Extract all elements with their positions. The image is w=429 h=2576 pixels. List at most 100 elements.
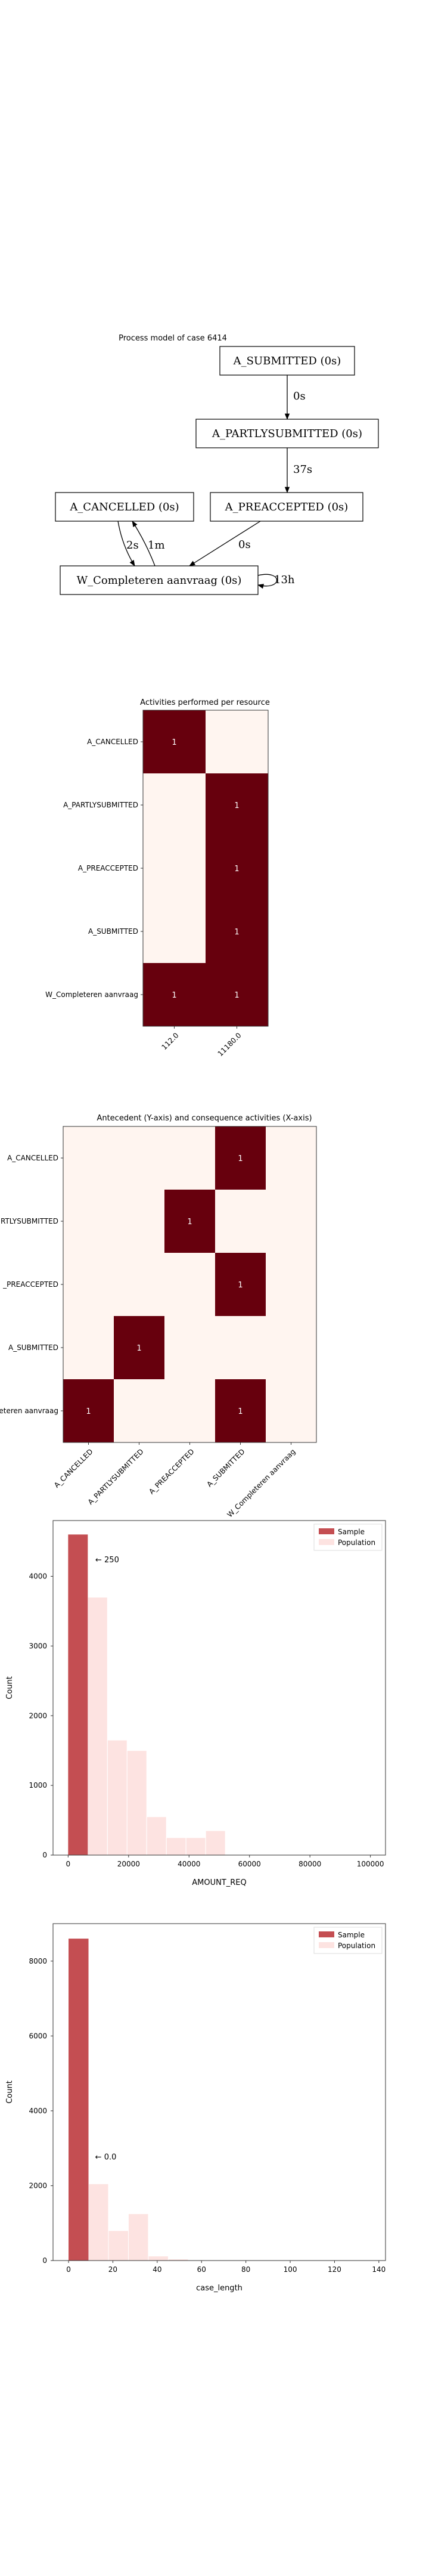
heatmap-cell-r3-c2 (164, 1316, 215, 1379)
node-box-sub (219, 346, 355, 376)
edge-label-wco-can: 1m (148, 539, 165, 552)
heatmap-activities-per-resource: Activities performed per resource 1 1 1 1 1 1 A… (45, 698, 270, 1058)
heatmap-cell-r1-c1 (114, 1190, 164, 1253)
heatmap-title: Activities performed per resource (140, 698, 270, 707)
edge-label-pre-wco: 0s (238, 538, 251, 551)
edge-label-sub-par: 0s (293, 390, 306, 402)
heatmap-cell-r4-c3 (215, 1379, 266, 1442)
bar-population-4 (148, 2255, 169, 2261)
x-tick-label: 0 (66, 2265, 71, 2274)
col-tick-label: A_CANCELLED (52, 1447, 95, 1490)
col-tick-label: A_PREACCEPTED (147, 1447, 195, 1496)
row-tick-label: eteren aanvraag (0, 1407, 58, 1415)
heatmap-cell-label-r1-c2: 1 (187, 1218, 192, 1227)
heatmap-cell-label-r4-c0: 1 (86, 1407, 91, 1416)
heatmap-cell-r0-c1 (206, 710, 268, 773)
edge-label-par-pre: 37s (293, 463, 312, 476)
heatmap-cell-r2-c1 (114, 1253, 164, 1316)
node-box-can (55, 492, 194, 522)
heatmap-cell-r4-c1 (206, 963, 268, 1026)
edge-wco-wco (257, 574, 278, 589)
heatmap-cell-r0-c3 (215, 1126, 266, 1190)
y-tick-label: 1000 (29, 1781, 47, 1789)
x-tick-label: 60 (197, 2265, 206, 2274)
plot-frame (52, 1520, 386, 1856)
heatmap-cell-r4-c0 (63, 1379, 114, 1442)
node-label-can: A_CANCELLED (0s) (69, 501, 179, 513)
legend-swatch-sample (319, 1931, 334, 1937)
heatmap-cell-r3-c0 (63, 1316, 114, 1379)
legend-label-sample: Sample (338, 1528, 365, 1536)
y-tick-label: 8000 (29, 1957, 47, 1965)
x-tick-label: 100000 (357, 1860, 384, 1868)
y-tick-label: 0 (42, 2256, 47, 2265)
node-label-wco: W_Completeren aanvraag (0s) (77, 574, 242, 587)
y-tick-label: 4000 (29, 2107, 47, 2115)
heatmap-cell-label-r2-c1: 1 (234, 865, 239, 874)
heatmap-cell-r1-c1 (206, 773, 268, 837)
x-tick-label: 120 (328, 2265, 341, 2274)
bar-population-1 (88, 2183, 109, 2261)
heatmap-cell-r2-c1 (206, 837, 268, 900)
row-tick-label: A_SUBMITTED (88, 927, 138, 936)
bar-population-7 (205, 1830, 226, 1856)
edge-can-wco (117, 521, 135, 566)
x-tick-label: 60000 (238, 1860, 261, 1868)
node-box-pre (210, 492, 363, 522)
x-tick-label: 80 (241, 2265, 250, 2274)
annotation: ← 0.0 (95, 2153, 117, 2162)
legend-swatch-sample (319, 1528, 334, 1534)
heatmap-cell-label-r2-c3: 1 (238, 1281, 243, 1290)
heatmap-cell-r3-c1 (114, 1316, 164, 1379)
heatmap-cell-label-r4-c3: 1 (238, 1407, 243, 1416)
bar-sample-0 (68, 1534, 88, 1855)
bar-population-2 (108, 2230, 129, 2261)
heatmap-cell-r1-c4 (266, 1190, 316, 1253)
heatmap-cell-r4-c1 (114, 1379, 164, 1442)
heatmap-cell-r0-c1 (114, 1126, 164, 1190)
node-box-par (195, 419, 379, 448)
row-tick-label: A_SUBMITTED (8, 1343, 58, 1352)
bar-population-1 (87, 1597, 108, 1856)
col-tick-label: 11180.0 (216, 1031, 243, 1058)
edge-pre-wco (189, 521, 261, 566)
y-tick-label: 0 (42, 1851, 47, 1859)
heatmap-cell-r1-c0 (143, 773, 206, 837)
heatmap-cell-r4-c0 (143, 963, 206, 1026)
node-box-wco (60, 565, 259, 595)
heatmap-cell-label-r4-c1: 1 (234, 991, 239, 1000)
heatmap-cell-r0-c4 (266, 1126, 316, 1190)
heatmap-cell-label-r0-c3: 1 (238, 1154, 243, 1163)
legend-swatch-population (319, 1942, 334, 1948)
x-tick-label: 40000 (178, 1860, 200, 1868)
edge-label-can-wco: 2s (126, 539, 139, 552)
heatmap-cell-r3-c0 (143, 900, 206, 963)
heatmap-cell-r1-c0 (63, 1190, 114, 1253)
heatmap-cell-label-r4-c0: 1 (172, 991, 176, 1000)
heatmap-antecedent-consequence: Antecedent (Y-axis) and consequence acti… (0, 1114, 317, 1519)
x-tick-label: 20 (108, 2265, 117, 2274)
x-tick-label: 80000 (299, 1860, 321, 1868)
x-axis-label: case_length (196, 2284, 243, 2293)
x-tick-label: 20000 (117, 1860, 140, 1868)
bar-population-6 (185, 1837, 206, 1856)
row-tick-label: A_PREACCEPTED (78, 864, 138, 872)
legend-swatch-population (319, 1539, 334, 1545)
node-label-sub: A_SUBMITTED (0s) (233, 355, 341, 367)
row-tick-label: _PREACCEPTED (2, 1280, 58, 1289)
bar-population-5 (166, 1837, 186, 1856)
heatmap-cell-r2-c0 (63, 1253, 114, 1316)
x-tick-label: 0 (66, 1860, 71, 1868)
y-tick-label: 6000 (29, 2032, 47, 2040)
heatmap-cell-r2-c4 (266, 1253, 316, 1316)
x-tick-label: 100 (284, 2265, 297, 2274)
y-tick-label: 4000 (29, 1572, 47, 1581)
y-axis-label: Count (5, 2080, 14, 2104)
annotation: ← 250 (95, 1556, 119, 1565)
bar-population-3 (128, 2213, 149, 2261)
histogram-amount-req: 0 20000 40000 60000 80000 100000 0 1000 2000 3000… (5, 1520, 386, 1887)
row-tick-label: RTLYSUBMITTED (1, 1217, 58, 1225)
heatmap-cell-r1-c2 (164, 1190, 215, 1253)
heatmap-cell-r2-c2 (164, 1253, 215, 1316)
process-model-title: Process model of case 6414 (119, 334, 227, 343)
